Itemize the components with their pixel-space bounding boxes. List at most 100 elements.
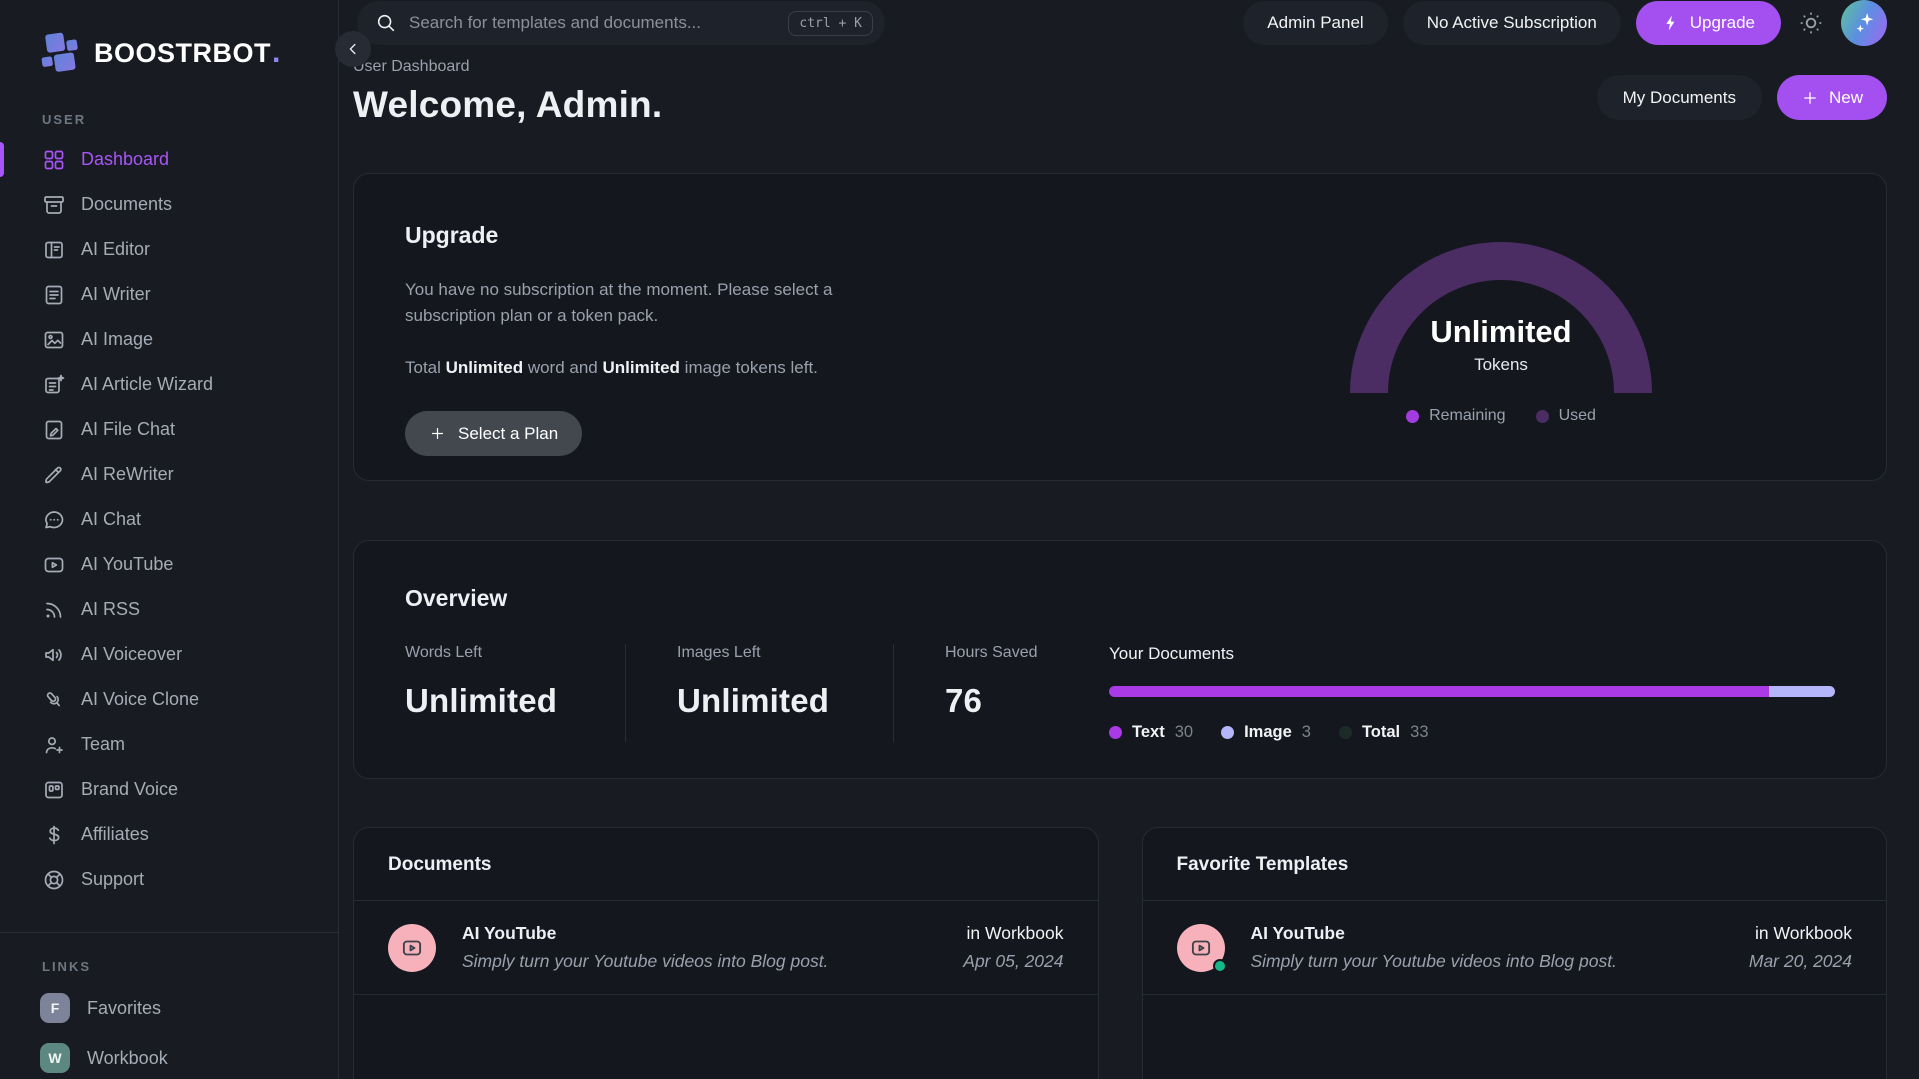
theme-toggle-button[interactable] [1796,8,1826,38]
sidebar-item-label: AI File Chat [81,419,176,439]
sidebar-item-ai-youtube[interactable]: AI YouTube [0,542,338,587]
document-row[interactable]: AI YouTube Simply turn your Youtube vide… [354,901,1098,995]
your-documents-title: Your Documents [1109,644,1235,663]
upgrade-button-label: Upgrade [1689,13,1755,32]
user-plus-icon [45,736,63,753]
sidebar-item-label: Dashboard [81,149,170,169]
ai-youtube-template-icon [388,923,436,972]
sidebar-item-ai-voice-clone[interactable]: AI Voice Clone [0,677,338,722]
legend-text: Text 30 [1109,723,1193,742]
image-icon [44,331,64,348]
template-title: AI YouTube [1250,923,1345,943]
remaining-dot [1406,409,1420,423]
microphone-icon [46,691,61,706]
sidebar-item-dashboard[interactable]: Dashboard [0,137,338,182]
highlighter-icon [44,466,62,483]
brand-kanban-icon [45,781,63,798]
sidebar-item-label: AI Voice Clone [81,689,200,709]
sidebar-item-ai-writer[interactable]: AI Writer [0,272,338,317]
subscription-status-button[interactable]: No Active Subscription [1402,1,1621,45]
sidebar-item-ai-image[interactable]: AI Image [0,317,338,362]
favorite-templates-card: Favorite Templates AI YouTube Simply tur… [1141,827,1887,1079]
sidebar-item-support[interactable]: Support [0,857,338,902]
sidebar-item-label: AI Article Wizard [81,374,214,394]
speaker-icon [45,648,62,661]
plus-icon [1804,91,1816,104]
sidebar-item-ai-chat[interactable]: AI Chat [0,497,338,542]
new-button[interactable]: New [1776,75,1887,120]
chevron-left-icon [349,43,356,55]
sidebar-link-workbook[interactable]: W Workbook [0,1034,338,1079]
gauge-value: Unlimited [1430,314,1572,349]
sidebar-item-ai-rss[interactable]: AI RSS [0,587,338,632]
legend-used: Used [1535,407,1596,425]
your-documents-section: Your Documents Text 30 Image [1109,644,1835,742]
search-bar[interactable]: ctrl + K [357,1,885,45]
sidebar-item-ai-voiceover[interactable]: AI Voiceover [0,632,338,677]
sidebar-item-label: AI YouTube [81,554,174,574]
sidebar-item-label: Team [81,734,126,754]
document-date: Apr 05, 2024 [963,951,1064,971]
documents-card-title: Documents [354,828,1098,901]
dashboard-grid-icon [44,150,64,169]
favorite-template-row[interactable]: AI YouTube Simply turn your Youtube vide… [1142,901,1886,995]
gauge-unit: Tokens [1474,355,1528,374]
sidebar-link-favorites[interactable]: F Favorites [0,984,338,1032]
upgrade-card-body: You have no subscription at the moment. … [405,280,833,325]
shortcut-badge: ctrl + K [788,10,873,36]
legend-image: Image 3 [1221,723,1311,742]
lifebuoy-icon [44,870,64,889]
sidebar-item-ai-file-chat[interactable]: AI File Chat [0,407,338,452]
sparkles-icon [1856,13,1874,33]
sidebar-item-label: AI Writer [81,284,151,304]
sidebar-item-label: AI Editor [81,239,151,259]
my-documents-button[interactable]: My Documents [1596,75,1762,120]
sidebar-item-ai-editor[interactable]: AI Editor [0,227,338,272]
archive-icon [44,195,64,214]
ai-youtube-template-icon [1176,923,1227,973]
brand-logo[interactable]: BOOSTRBOT. [0,0,338,86]
page-title: Welcome, Admin. [353,84,663,125]
document-location: in Workbook [966,923,1064,943]
sidebar-item-documents[interactable]: Documents [0,182,338,227]
sidebar-link-label: Workbook [87,1047,168,1068]
plus-icon [431,427,444,440]
sidebar-divider [0,932,338,933]
admin-panel-button[interactable]: Admin Panel [1243,1,1388,45]
brand-logo-icon [41,32,78,72]
sidebar-item-brand-voice[interactable]: Brand Voice [0,767,338,812]
sidebar-collapse-button[interactable] [335,31,371,67]
sidebar-item-team[interactable]: Team [0,722,338,767]
template-date: Mar 20, 2024 [1748,951,1852,971]
rss-icon [46,602,62,618]
legend-total: Total 33 [1338,723,1429,742]
file-lines-icon [45,285,63,304]
chat-bubble-icon [45,510,64,528]
file-pen-icon [45,420,63,439]
reader-icon [45,241,63,258]
select-plan-button[interactable]: Select a Plan [405,411,583,456]
sidebar-item-ai-rewriter[interactable]: AI ReWriter [0,452,338,497]
brand-dot: . [272,36,281,69]
sidebar-item-affiliates[interactable]: Affiliates [0,812,338,857]
progress-text-segment [1109,686,1769,697]
avatar[interactable] [1841,0,1887,46]
sidebar-section-links: LINKS [42,959,91,974]
sidebar-item-label: Support [81,869,145,889]
sidebar-item-ai-article-wizard[interactable]: AI Article Wizard [0,362,338,407]
upgrade-button[interactable]: Upgrade [1635,1,1781,45]
article-sparkle-icon [45,374,65,393]
sidebar-link-label: Favorites [87,997,162,1018]
upgrade-card-title: Upgrade [405,222,499,248]
sidebar-item-label: AI Image [81,329,154,349]
image-dot [1221,726,1235,739]
main-area: ctrl + K Admin Panel No Active Subscript… [335,0,1919,1079]
search-input[interactable] [409,13,777,33]
tokens-gauge: Unlimited Tokens Remaining Used [1350,242,1652,432]
sidebar-item-label: Affiliates [81,824,149,844]
breadcrumb: User Dashboard [353,58,470,75]
total-dot [1338,726,1352,739]
text-dot [1109,726,1122,739]
sidebar-item-label: AI Voiceover [81,644,183,664]
